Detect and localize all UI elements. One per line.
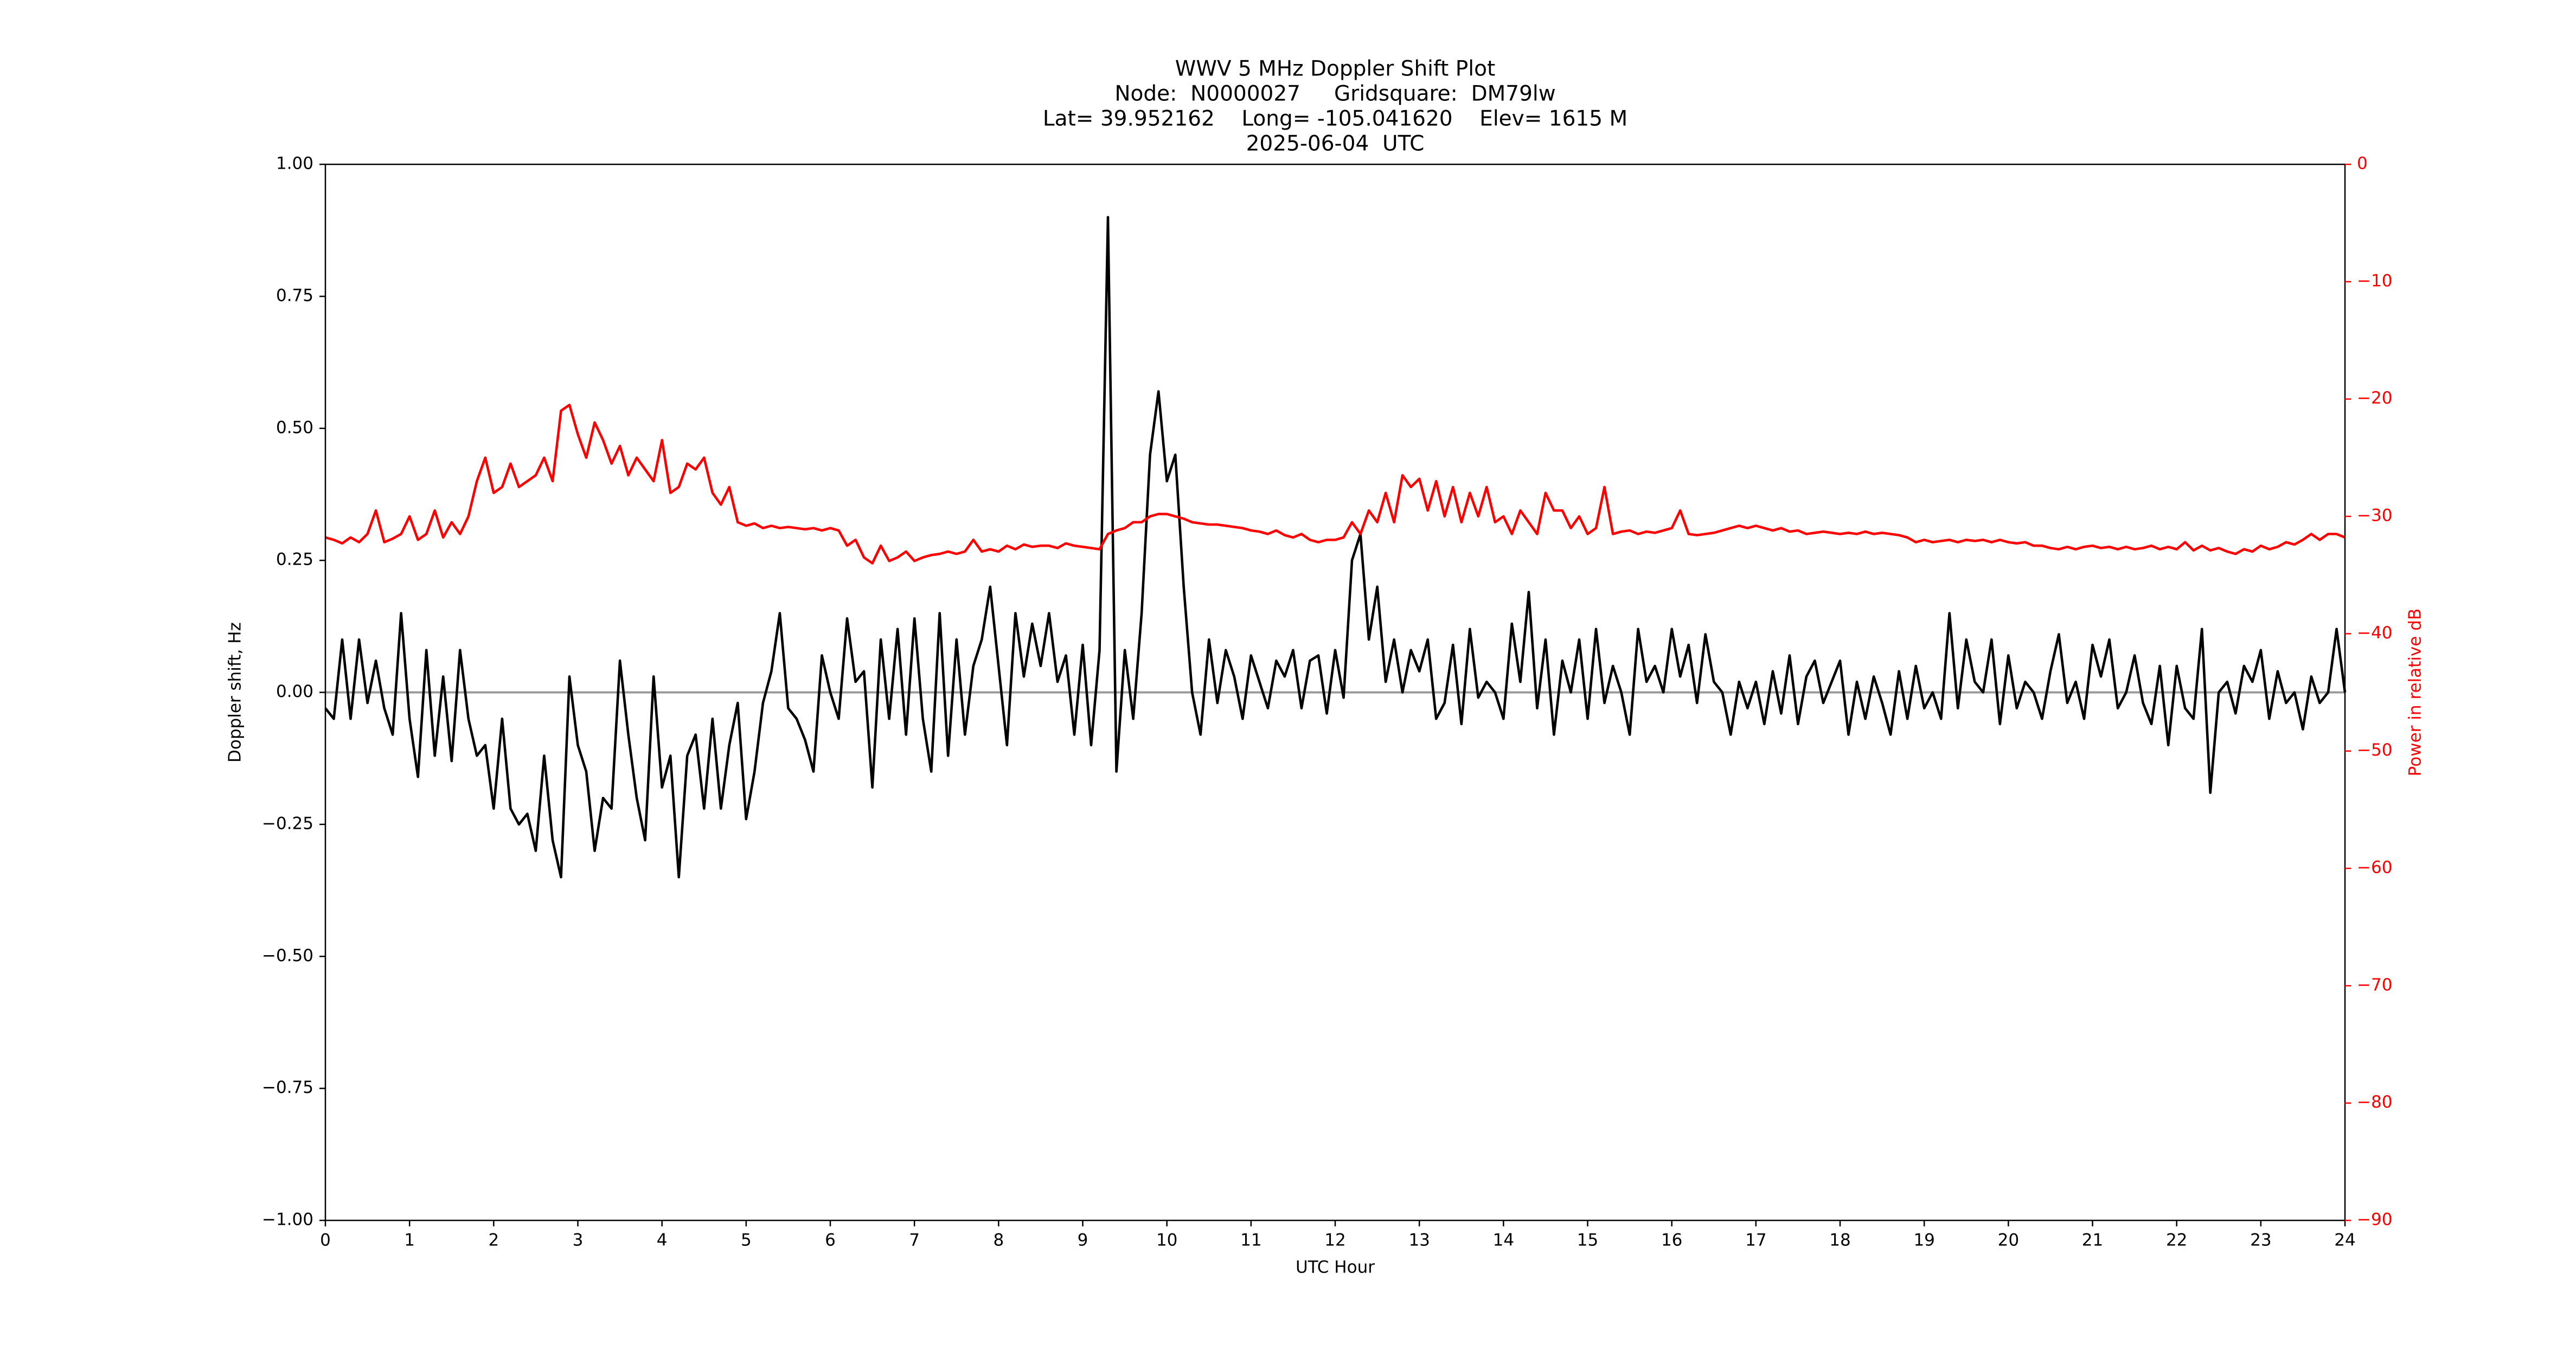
y-tick-label: −0.25 xyxy=(262,814,313,833)
y-tick-label: 0.00 xyxy=(276,682,313,701)
y-axis-label: Doppler shift, Hz xyxy=(226,622,245,763)
y2-tick-label: −60 xyxy=(2357,858,2392,878)
chart-title: Lat= 39.952162 Long= -105.041620 Elev= 1… xyxy=(1043,107,1627,131)
x-tick-label: 6 xyxy=(825,1231,836,1250)
y2-tick-label: 0 xyxy=(2357,154,2368,174)
x-tick-label: 8 xyxy=(993,1231,1004,1250)
y-tick-label: 0.25 xyxy=(276,550,313,570)
x-axis-label: UTC Hour xyxy=(1296,1258,1375,1277)
x-tick-label: 12 xyxy=(1324,1231,1345,1250)
x-tick-label: 10 xyxy=(1156,1231,1177,1250)
x-tick-label: 20 xyxy=(1998,1231,2019,1250)
data-line xyxy=(325,404,2346,565)
x-tick-label: 1 xyxy=(404,1231,415,1250)
y2-tick-label: −30 xyxy=(2357,506,2392,526)
x-tick-label: 2 xyxy=(488,1231,499,1250)
x-tick-label: 15 xyxy=(1577,1231,1598,1250)
x-tick-label: 24 xyxy=(2334,1231,2355,1250)
x-tick-label: 21 xyxy=(2082,1231,2103,1250)
y2-tick-label: −20 xyxy=(2357,388,2392,408)
x-tick-label: 22 xyxy=(2166,1231,2187,1250)
chart-title: WWV 5 MHz Doppler Shift Plot xyxy=(1175,57,1495,81)
x-tick-label: 9 xyxy=(1078,1231,1088,1250)
x-tick-label: 3 xyxy=(573,1231,584,1250)
x-tick-label: 5 xyxy=(741,1231,752,1250)
y2-tick-label: −10 xyxy=(2357,271,2392,291)
x-tick-label: 17 xyxy=(1745,1231,1766,1250)
y-tick-label: −0.75 xyxy=(262,1078,313,1097)
x-tick-label: 19 xyxy=(1913,1231,1934,1250)
x-tick-label: 7 xyxy=(909,1231,920,1250)
x-tick-label: 0 xyxy=(320,1231,331,1250)
x-tick-label: 23 xyxy=(2250,1231,2271,1250)
y2-tick-label: −70 xyxy=(2357,975,2392,995)
y-tick-label: 1.00 xyxy=(276,154,313,174)
data-line xyxy=(324,216,2347,879)
y2-tick-label: −50 xyxy=(2357,740,2392,760)
x-tick-label: 14 xyxy=(1493,1231,1514,1250)
y2-tick-label: −80 xyxy=(2357,1092,2392,1112)
y2-tick-label: −90 xyxy=(2357,1210,2392,1230)
y-tick-label: 0.50 xyxy=(276,418,313,437)
x-tick-label: 4 xyxy=(657,1231,668,1250)
chart-title: Node: N0000027 Gridsquare: DM79lw xyxy=(1114,82,1555,106)
y-tick-label: −1.00 xyxy=(262,1210,313,1230)
x-tick-label: 18 xyxy=(1829,1231,1850,1250)
y-tick-label: 0.75 xyxy=(276,286,313,305)
y-tick-label: −0.50 xyxy=(262,946,313,965)
chart-title: 2025-06-04 UTC xyxy=(1246,132,1425,156)
x-tick-label: 13 xyxy=(1408,1231,1430,1250)
x-tick-label: 11 xyxy=(1240,1231,1261,1250)
x-tick-label: 16 xyxy=(1661,1231,1682,1250)
y2-axis-label: Power in relative dB xyxy=(2406,609,2425,776)
y2-tick-label: −40 xyxy=(2357,623,2392,643)
